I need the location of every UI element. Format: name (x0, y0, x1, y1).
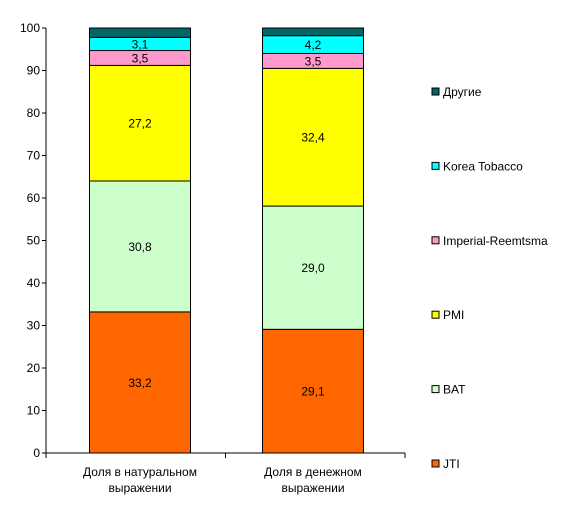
bar-segment-pmi (262, 67, 364, 207)
legend-swatch (431, 87, 440, 96)
legend-label: PMI (443, 308, 464, 322)
data-label: 27,2 (128, 117, 152, 131)
legend-swatch (431, 161, 440, 170)
y-tick-label: 60 (27, 191, 41, 205)
bar-segment-jti (89, 311, 191, 454)
legend-label: JTI (443, 457, 460, 471)
legend-item-jti: JTI (431, 457, 460, 471)
legend-swatch (431, 310, 440, 319)
legend-item-другие: Другие (431, 85, 482, 99)
data-label: 3,1 (132, 37, 149, 51)
bar-segment-jti (262, 328, 364, 454)
y-axis: 0 10 20 30 40 50 60 70 80 90 100 (20, 21, 47, 460)
y-tick-label: 20 (27, 361, 41, 375)
y-tick-label: 70 (27, 149, 41, 163)
bar-stack: 29,1 29,0 32,4 3,5 4,2 (262, 27, 364, 454)
bars: 33,230,827,23,53,129,129,032,43,54,2 (89, 27, 364, 454)
legend-label: Imperial-Reemtsma (443, 234, 548, 248)
y-tick-label: 50 (27, 234, 41, 248)
data-label: 33,2 (128, 376, 152, 390)
legend-label: BAT (443, 383, 466, 397)
data-label: 29,0 (301, 261, 325, 275)
bar-segment-bat (262, 205, 364, 330)
legend-item-pmi: PMI (431, 308, 464, 322)
x-axis: Доля в натуральном выражении Доля в денежн… (45, 452, 406, 495)
data-label: 30,8 (128, 240, 152, 254)
y-tick-label: 30 (27, 319, 41, 333)
data-label: 4,2 (305, 38, 322, 52)
legend-item-imperial-reemtsma: Imperial-Reemtsma (431, 234, 548, 248)
legend-label: Korea Tobacco (443, 159, 523, 173)
y-tick-label: 0 (33, 446, 40, 460)
bar-stack: 33,2 30,8 27,2 3,53,1 (89, 27, 191, 454)
y-tick-label: 90 (27, 64, 41, 78)
data-label: 3,5 (305, 54, 322, 68)
legend-swatch (431, 236, 440, 245)
bar-segment-другие (89, 27, 191, 38)
legend: Другие Korea Tobacco Imperial-Reemtsma PMI B… (431, 85, 548, 471)
x-category-label: Доля в натуральном выражении (83, 465, 197, 495)
legend-item-korea-tobacco: Korea Tobacco (431, 159, 523, 173)
x-category-label: Доля в денежном выражении (264, 465, 362, 495)
bar-segment-другие (262, 27, 364, 37)
bar-segment-bat (89, 180, 191, 313)
legend-swatch (431, 459, 440, 468)
legend-label: Другие (443, 85, 482, 99)
legend-item-bat: BAT (431, 383, 466, 397)
y-tick-label: 40 (27, 276, 41, 290)
y-tick-label: 10 (27, 404, 41, 418)
data-label: 3,5 (132, 51, 149, 65)
data-label: 32,4 (301, 131, 325, 145)
legend-swatch (431, 385, 440, 394)
data-label: 29,1 (301, 385, 325, 399)
y-tick-label: 80 (27, 106, 41, 120)
y-tick-label: 100 (20, 21, 40, 35)
